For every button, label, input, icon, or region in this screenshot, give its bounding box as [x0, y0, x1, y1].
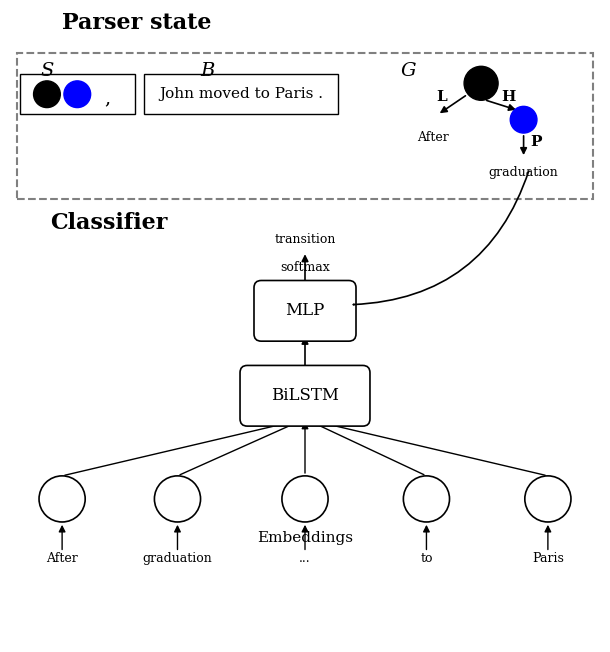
Circle shape [464, 67, 498, 100]
Text: graduation: graduation [489, 166, 559, 179]
FancyBboxPatch shape [254, 280, 356, 341]
Text: L: L [436, 90, 447, 104]
Text: H: H [501, 90, 515, 104]
Text: B: B [201, 62, 215, 80]
Text: graduation: graduation [143, 552, 212, 565]
Text: transition: transition [274, 233, 336, 246]
Text: P: P [530, 135, 542, 149]
Text: MLP: MLP [285, 303, 325, 319]
Text: G: G [400, 62, 416, 80]
Text: softmax: softmax [280, 261, 330, 274]
Text: Parser state: Parser state [62, 12, 212, 34]
Text: After: After [46, 552, 78, 565]
Text: After: After [417, 130, 448, 143]
Circle shape [510, 106, 537, 133]
Text: BiLSTM: BiLSTM [271, 387, 339, 404]
Text: Embeddings: Embeddings [257, 531, 353, 545]
FancyBboxPatch shape [240, 365, 370, 426]
Text: Paris: Paris [532, 552, 564, 565]
Text: to: to [420, 552, 432, 565]
Text: John moved to Paris .: John moved to Paris . [159, 87, 323, 101]
Text: ,: , [104, 89, 111, 108]
Circle shape [34, 81, 60, 108]
Circle shape [64, 81, 91, 108]
FancyArrowPatch shape [353, 171, 529, 305]
Text: ...: ... [299, 552, 311, 565]
Text: Classifier: Classifier [50, 212, 167, 234]
Text: S: S [40, 62, 54, 80]
